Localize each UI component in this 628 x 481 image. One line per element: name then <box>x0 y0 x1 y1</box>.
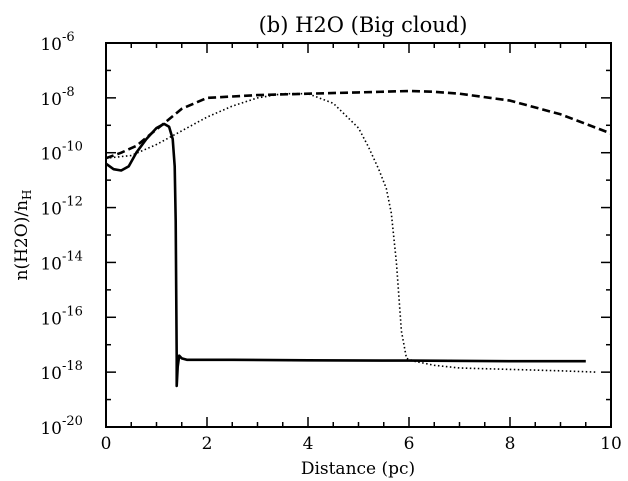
x-tick-label: 8 <box>505 434 516 454</box>
y-axis-label-main: n(H2O)/n <box>12 200 32 281</box>
y-tick-base: 10 <box>40 419 62 439</box>
y-tick-base: 10 <box>40 254 62 274</box>
axis-ticks <box>105 42 612 428</box>
y-tick-label: 10 <box>40 145 62 165</box>
y-tick-base: 10 <box>40 145 62 165</box>
y-tick-label: 10 <box>40 254 62 274</box>
y-tick-base: 10 <box>40 35 62 55</box>
y-tick-label: 10 <box>40 364 62 384</box>
y-tick-base: 10 <box>40 364 62 384</box>
y-tick-exponent: -8 <box>62 85 75 100</box>
y-tick-exponent: -14 <box>62 249 83 264</box>
y-tick-exponent: -18 <box>62 359 83 374</box>
y-axis-label-subscript: H <box>20 190 34 200</box>
y-tick-base: 10 <box>40 90 62 110</box>
y-tick-label: 10 <box>40 200 62 220</box>
x-axis-label: Distance (pc) <box>301 459 415 479</box>
series-line-solid <box>105 122 586 388</box>
y-tick-exponent: -6 <box>62 30 75 45</box>
y-axis-label: n(H2O)/nH <box>12 190 34 281</box>
x-tick-label: 4 <box>303 434 314 454</box>
y-tick-label: 10 <box>40 35 62 55</box>
x-tick-label: 6 <box>404 434 415 454</box>
series-group <box>105 89 612 388</box>
x-tick-labels: 0 2 4 6 8 10 <box>101 434 622 454</box>
series-line-dotted <box>105 92 596 373</box>
x-tick-label: 0 <box>101 434 112 454</box>
y-tick-base: 10 <box>40 200 62 220</box>
y-axis-label-group: n(H2O)/nH <box>12 190 34 281</box>
y-tick-exponent: -20 <box>62 414 83 429</box>
y-tick-label: 10 <box>40 90 62 110</box>
y-tick-exponent: -12 <box>62 195 83 210</box>
y-tick-base: 10 <box>40 309 62 329</box>
series-line-dashed <box>105 89 612 160</box>
y-tick-exponent: -10 <box>62 140 83 155</box>
x-tick-label: 2 <box>202 434 213 454</box>
y-tick-label: 10 <box>40 419 62 439</box>
y-tick-label: 10 <box>40 309 62 329</box>
y-tick-exponent: -16 <box>62 304 83 319</box>
x-tick-label: 10 <box>600 434 622 454</box>
chart-title: (b) H2O (Big cloud) <box>259 13 468 37</box>
